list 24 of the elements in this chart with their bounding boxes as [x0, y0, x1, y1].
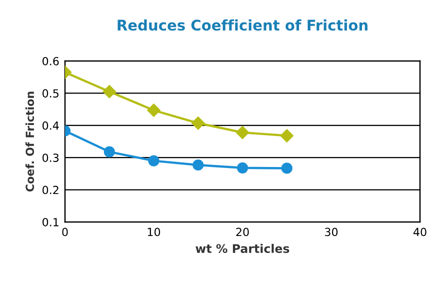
point: [236, 126, 250, 140]
y-tick-label: 0.6: [42, 56, 59, 66]
x-tick-label: 0: [62, 228, 68, 236]
y-tick-label: 0.4: [42, 121, 59, 130]
y-tick-label: 0.3: [42, 154, 59, 162]
y-tick-label: 0.1: [42, 218, 58, 226]
point: [280, 129, 294, 142]
x-tick-label: 10: [148, 228, 160, 236]
point: [102, 85, 116, 98]
chart-title: Reduces Coefficient of Friction: [118, 19, 368, 31]
point: [236, 162, 248, 174]
x-axis-title: wt % Particles: [196, 244, 290, 254]
point: [147, 104, 160, 117]
x-tick-label: 30: [325, 228, 338, 236]
y-tick-label: 0.2: [42, 186, 58, 194]
x-tick-label: 20: [236, 228, 249, 236]
point: [281, 162, 292, 174]
y-tick-label: 0.5: [42, 89, 58, 98]
point: [192, 159, 204, 171]
y-axis-title: Coef. Of Friction: [25, 92, 34, 192]
point: [148, 155, 160, 166]
point: [104, 146, 115, 158]
point: [192, 116, 205, 130]
x-tick-label: 40: [413, 228, 426, 236]
